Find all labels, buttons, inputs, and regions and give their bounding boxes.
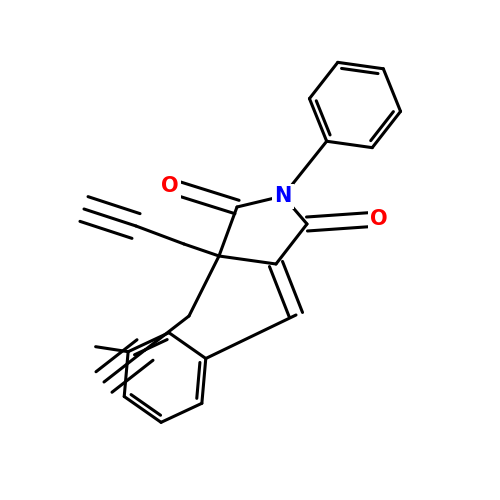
Text: O: O — [161, 176, 179, 196]
Text: N: N — [274, 186, 291, 206]
Text: O: O — [370, 209, 388, 229]
